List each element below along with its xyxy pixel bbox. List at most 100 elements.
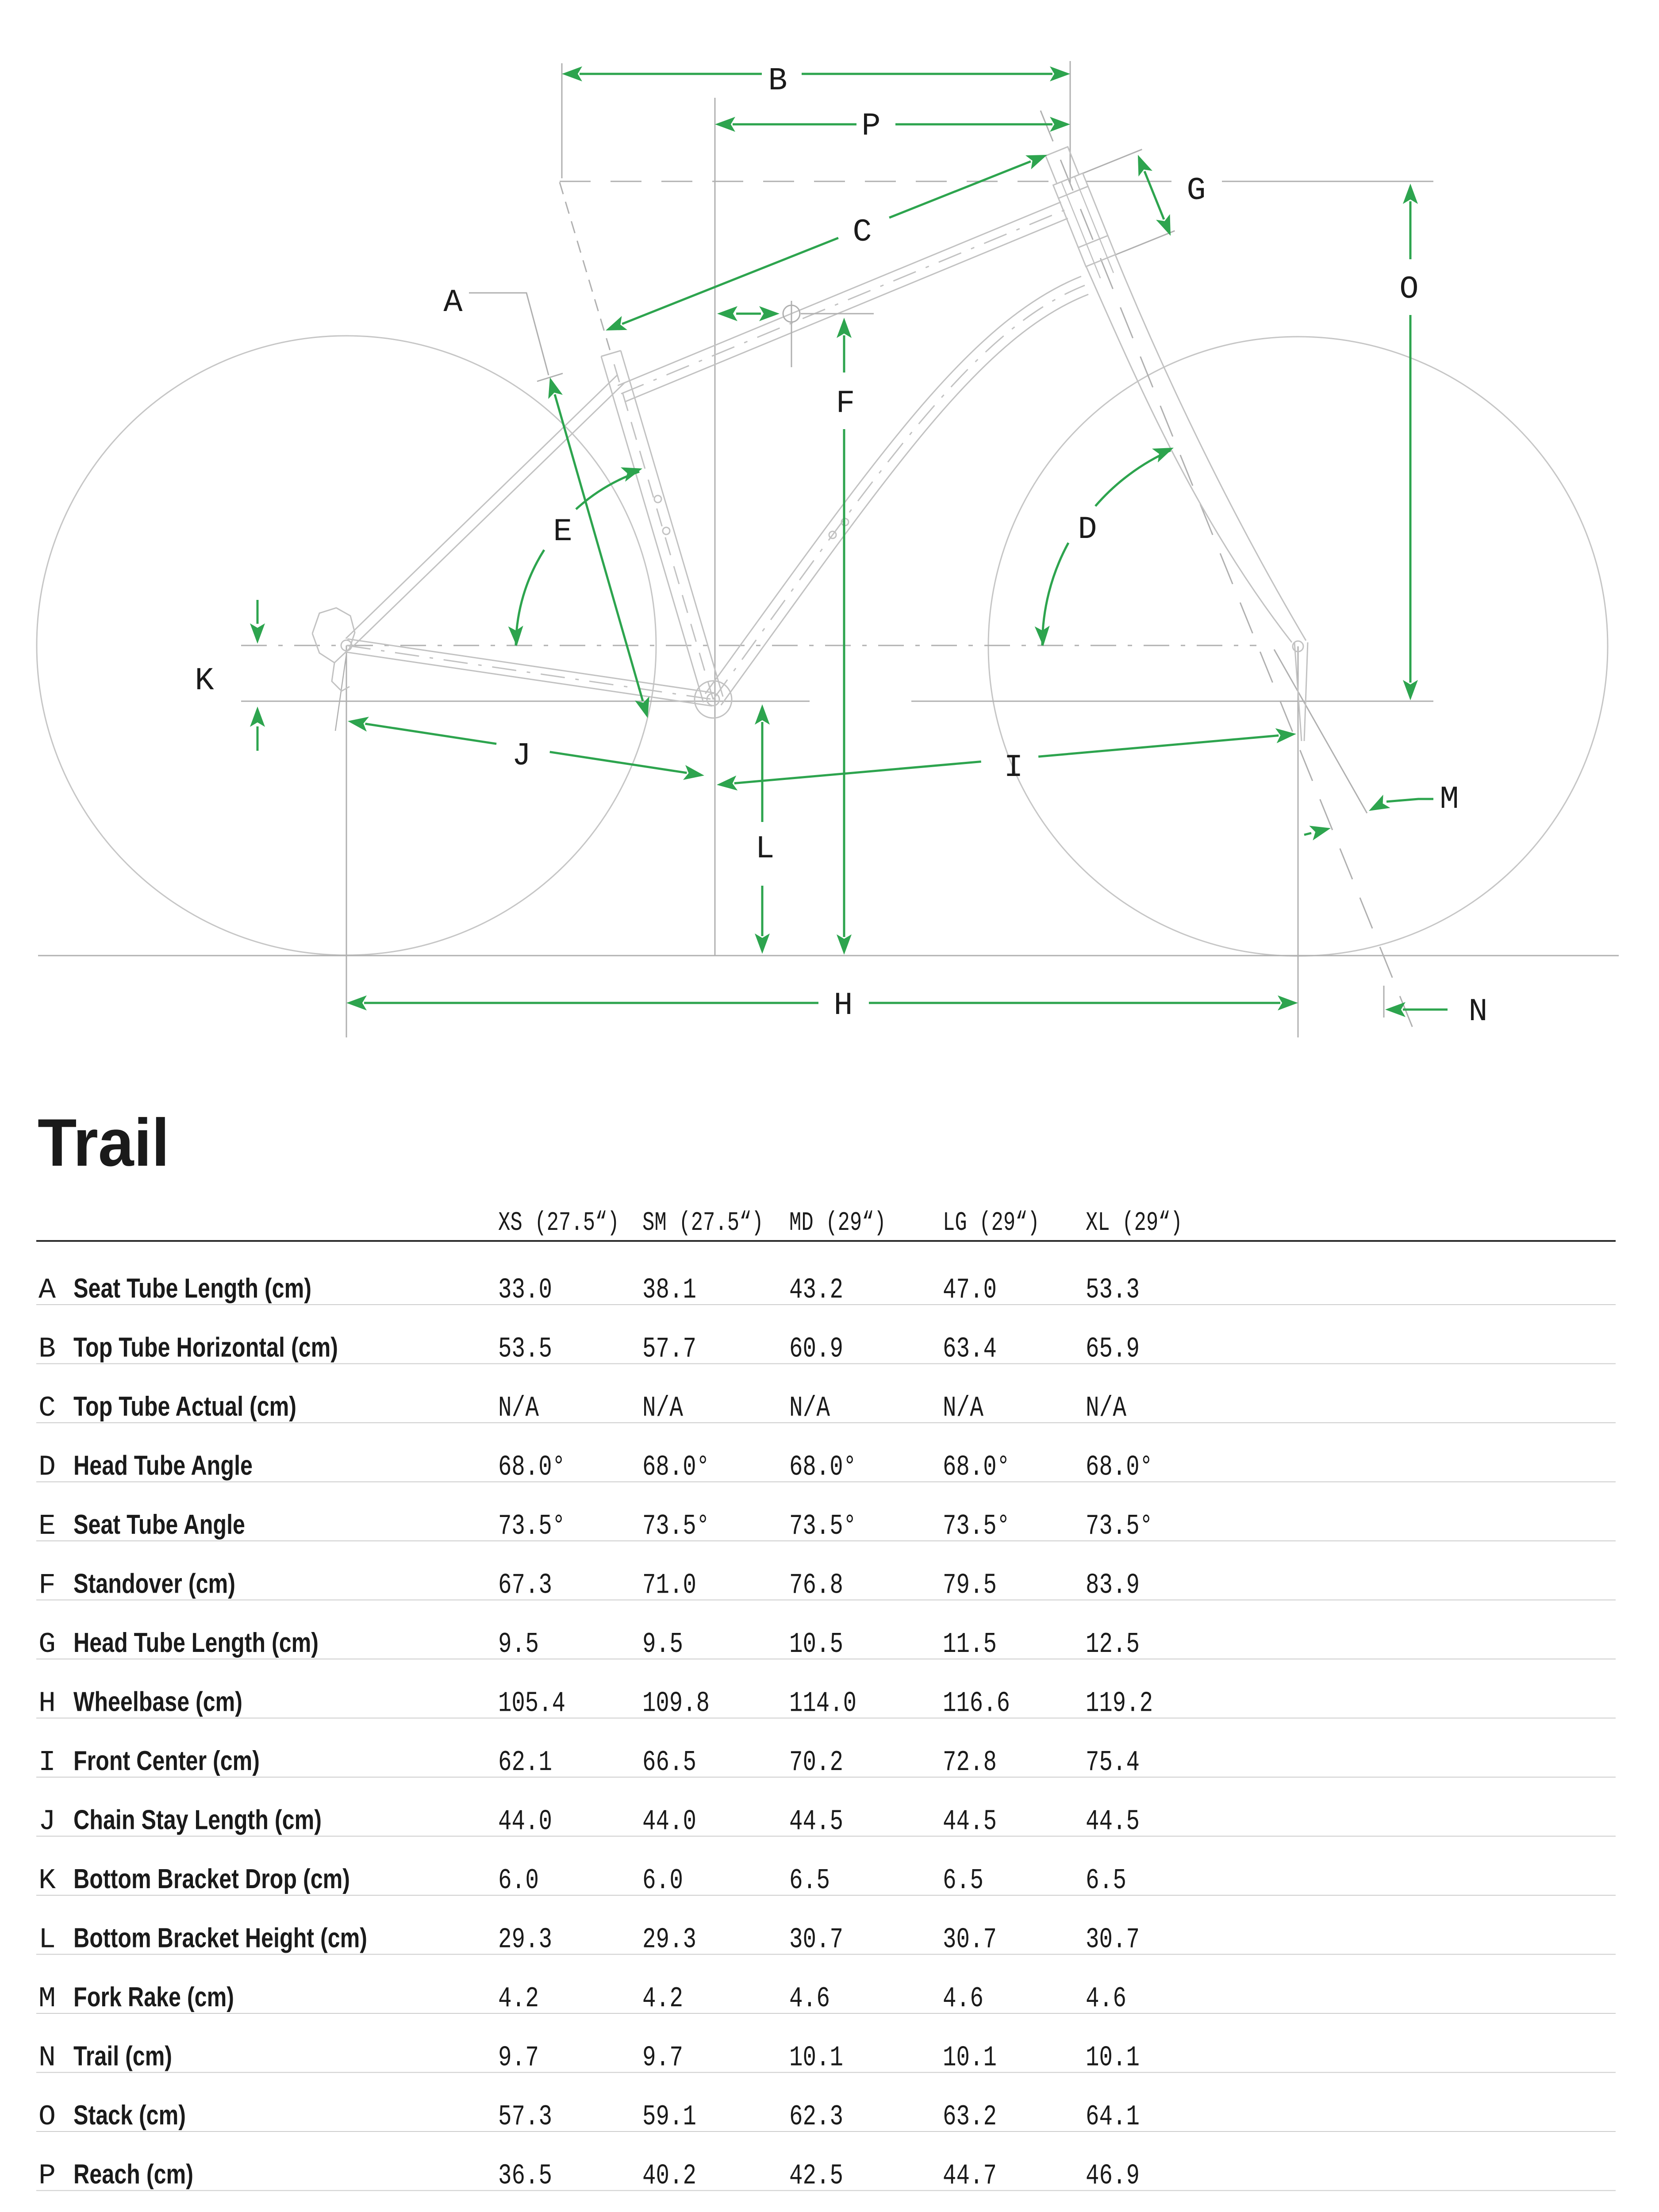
svg-text:G: G — [1187, 173, 1206, 209]
svg-text:F: F — [38, 1569, 56, 1602]
svg-text:9.5: 9.5 — [498, 1628, 539, 1661]
svg-text:J: J — [38, 1805, 56, 1838]
svg-text:Stack (cm): Stack (cm) — [73, 2100, 186, 2131]
svg-text:68.0°: 68.0° — [498, 1451, 565, 1484]
svg-text:K: K — [38, 1864, 56, 1897]
svg-text:Standover (cm): Standover (cm) — [73, 1569, 235, 1599]
svg-text:10.5: 10.5 — [789, 1628, 843, 1661]
svg-text:M: M — [1440, 781, 1459, 818]
svg-text:47.0: 47.0 — [943, 1274, 997, 1306]
svg-text:Head Tube Length (cm): Head Tube Length (cm) — [73, 1628, 319, 1658]
svg-text:F: F — [836, 385, 855, 422]
svg-text:D: D — [38, 1451, 56, 1484]
svg-text:E: E — [38, 1510, 56, 1543]
svg-text:B: B — [38, 1333, 56, 1366]
svg-text:I: I — [38, 1746, 56, 1779]
svg-text:72.8: 72.8 — [943, 1746, 997, 1779]
svg-text:44.0: 44.0 — [642, 1805, 696, 1838]
svg-text:44.5: 44.5 — [1086, 1805, 1140, 1838]
svg-text:Seat Tube Angle: Seat Tube Angle — [73, 1509, 245, 1540]
svg-text:I: I — [1004, 749, 1023, 786]
svg-text:4.6: 4.6 — [1086, 1982, 1126, 2015]
svg-text:Seat Tube Length (cm): Seat Tube Length (cm) — [73, 1273, 311, 1304]
svg-text:63.4: 63.4 — [943, 1333, 997, 1366]
svg-text:C: C — [853, 214, 872, 250]
svg-text:70.2: 70.2 — [789, 1746, 843, 1779]
svg-text:79.5: 79.5 — [943, 1569, 997, 1602]
svg-text:N/A: N/A — [498, 1392, 539, 1425]
svg-text:M: M — [38, 1982, 56, 2015]
svg-text:73.5°: 73.5° — [943, 1510, 1010, 1543]
svg-text:68.0°: 68.0° — [1086, 1451, 1153, 1484]
svg-text:40.2: 40.2 — [642, 2160, 696, 2193]
svg-text:O: O — [1399, 271, 1418, 307]
svg-text:44.7: 44.7 — [943, 2160, 997, 2193]
svg-text:60.9: 60.9 — [789, 1333, 843, 1366]
svg-text:44.5: 44.5 — [943, 1805, 997, 1838]
svg-text:67.3: 67.3 — [498, 1569, 552, 1602]
svg-text:6.5: 6.5 — [943, 1864, 983, 1897]
svg-text:65.9: 65.9 — [1086, 1333, 1140, 1366]
svg-text:73.5°: 73.5° — [1086, 1510, 1153, 1543]
svg-text:29.3: 29.3 — [642, 1924, 696, 1956]
svg-text:68.0°: 68.0° — [642, 1451, 710, 1484]
svg-text:57.3: 57.3 — [498, 2101, 552, 2133]
svg-text:105.4: 105.4 — [498, 1687, 565, 1720]
svg-text:H: H — [38, 1687, 56, 1720]
svg-text:9.5: 9.5 — [642, 1628, 683, 1661]
svg-text:MD (29“): MD (29“) — [789, 1208, 886, 1238]
svg-text:4.2: 4.2 — [498, 1982, 539, 2015]
svg-text:Head Tube Angle: Head Tube Angle — [73, 1451, 253, 1481]
svg-text:73.5°: 73.5° — [498, 1510, 565, 1543]
svg-text:XS (27.5“): XS (27.5“) — [498, 1208, 619, 1238]
svg-text:6.0: 6.0 — [642, 1864, 683, 1897]
svg-text:XL (29“): XL (29“) — [1086, 1208, 1183, 1238]
svg-text:6.0: 6.0 — [498, 1864, 539, 1897]
svg-text:116.6: 116.6 — [943, 1687, 1010, 1720]
svg-text:53.5: 53.5 — [498, 1333, 552, 1366]
svg-text:C: C — [38, 1392, 56, 1425]
svg-text:43.2: 43.2 — [789, 1274, 843, 1306]
svg-text:6.5: 6.5 — [1086, 1864, 1126, 1897]
svg-text:9.7: 9.7 — [498, 2042, 539, 2074]
svg-text:30.7: 30.7 — [943, 1924, 997, 1956]
svg-text:H: H — [833, 987, 853, 1024]
svg-text:4.2: 4.2 — [642, 1982, 683, 2015]
svg-text:30.7: 30.7 — [1086, 1924, 1140, 1956]
svg-text:L: L — [755, 831, 774, 867]
svg-text:A: A — [38, 1274, 56, 1306]
svg-text:11.5: 11.5 — [943, 1628, 997, 1661]
svg-text:71.0: 71.0 — [642, 1569, 696, 1602]
svg-text:4.6: 4.6 — [943, 1982, 983, 2015]
svg-text:33.0: 33.0 — [498, 1274, 552, 1306]
svg-text:68.0°: 68.0° — [789, 1451, 856, 1484]
svg-text:LG (29“): LG (29“) — [943, 1208, 1040, 1238]
svg-text:36.5: 36.5 — [498, 2160, 552, 2193]
svg-text:Front Center (cm): Front Center (cm) — [73, 1746, 260, 1776]
svg-text:P: P — [861, 108, 880, 144]
svg-text:N/A: N/A — [943, 1392, 983, 1425]
svg-text:62.1: 62.1 — [498, 1746, 552, 1779]
svg-text:Fork Rake (cm): Fork Rake (cm) — [73, 1982, 234, 2012]
svg-text:N/A: N/A — [1086, 1392, 1126, 1425]
svg-text:10.1: 10.1 — [1086, 2042, 1140, 2074]
svg-text:L: L — [38, 1924, 56, 1956]
svg-text:59.1: 59.1 — [642, 2101, 696, 2133]
svg-text:6.5: 6.5 — [789, 1864, 830, 1897]
svg-text:J: J — [512, 738, 531, 774]
svg-text:62.3: 62.3 — [789, 2101, 843, 2133]
svg-text:109.8: 109.8 — [642, 1687, 710, 1720]
svg-text:44.0: 44.0 — [498, 1805, 552, 1838]
svg-text:Chain Stay Length (cm): Chain Stay Length (cm) — [73, 1805, 322, 1836]
svg-text:66.5: 66.5 — [642, 1746, 696, 1779]
svg-text:73.5°: 73.5° — [789, 1510, 856, 1543]
svg-text:Wheelbase (cm): Wheelbase (cm) — [73, 1687, 242, 1717]
svg-text:9.7: 9.7 — [642, 2042, 683, 2074]
svg-text:63.2: 63.2 — [943, 2101, 997, 2133]
svg-text:4.6: 4.6 — [789, 1982, 830, 2015]
svg-text:N: N — [38, 2042, 56, 2074]
svg-text:Bottom Bracket Height (cm): Bottom Bracket Height (cm) — [73, 1923, 367, 1954]
svg-text:B: B — [768, 63, 787, 99]
svg-text:D: D — [1078, 511, 1097, 548]
svg-text:O: O — [38, 2101, 56, 2133]
